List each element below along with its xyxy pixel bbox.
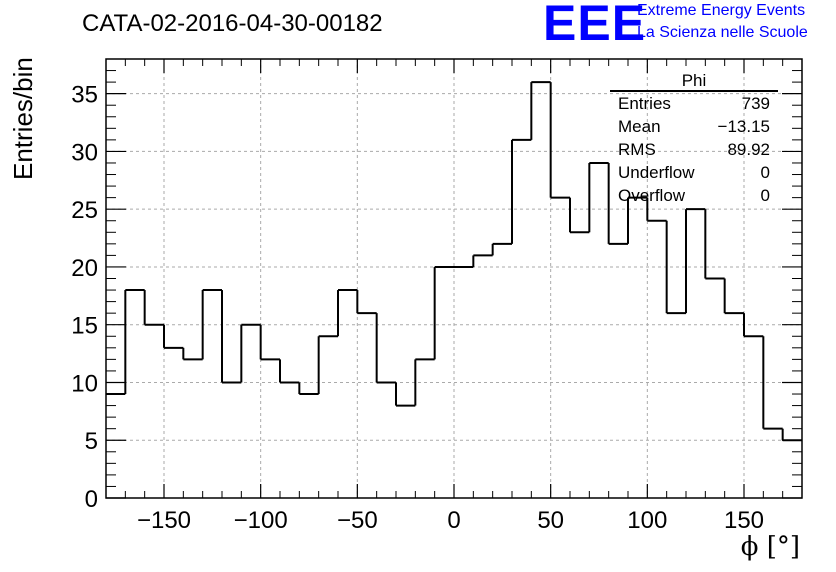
stats-title: Phi — [610, 72, 778, 92]
stats-box: Phi Entries 739 Mean −13.15 RMS 89.92 Un… — [610, 72, 778, 207]
x-tick-label: −100 — [234, 507, 288, 534]
eee-logo-line1: Extreme Energy Events — [637, 2, 806, 19]
stats-value: −13.15 — [717, 117, 770, 136]
stats-value: 0 — [760, 163, 770, 182]
stats-label: RMS — [618, 140, 656, 159]
y-tick-label: 15 — [71, 313, 98, 340]
x-tick-labels: −150 −100 −50 0 50 100 150 — [137, 507, 764, 534]
stats-row-rms: RMS 89.92 — [610, 138, 778, 161]
y-tick-label: 25 — [71, 197, 98, 224]
x-tick-label: 50 — [537, 507, 564, 534]
stats-row-underflow: Underflow 0 — [610, 161, 778, 184]
eee-logo-line2: La Scienza nelle Scuole — [637, 24, 808, 41]
y-tick-label: 0 — [85, 486, 98, 513]
x-axis-label: ϕ [°] — [740, 532, 800, 562]
x-tick-label: 0 — [447, 507, 460, 534]
stats-value: 739 — [741, 94, 770, 113]
stats-label: Mean — [618, 117, 661, 136]
plot-title: CATA-02-2016-04-30-00182 — [82, 10, 383, 37]
histogram-series — [106, 81, 802, 442]
stats-value: 89.92 — [727, 140, 770, 159]
stats-label: Overflow — [618, 186, 686, 205]
stats-row-mean: Mean −13.15 — [610, 115, 778, 138]
stats-row-overflow: Overflow 0 — [610, 184, 778, 207]
y-tick-label: 10 — [71, 370, 98, 397]
x-tick-label: −150 — [137, 507, 191, 534]
x-tick-label: 150 — [724, 507, 764, 534]
stats-row-entries: Entries 739 — [610, 92, 778, 115]
y-tick-labels: 0 5 10 15 20 25 30 35 — [71, 82, 98, 513]
eee-logo-mark: EEE — [543, 0, 647, 51]
y-axis-label: Entries/bin — [8, 57, 38, 180]
y-tick-label: 35 — [71, 82, 98, 109]
stats-label: Underflow — [618, 163, 695, 182]
stats-value: 0 — [760, 186, 770, 205]
y-tick-label: 20 — [71, 255, 98, 282]
y-tick-label: 5 — [85, 428, 98, 455]
x-tick-label: 100 — [627, 507, 667, 534]
y-tick-label: 30 — [71, 139, 98, 166]
axis-ticks — [105, 58, 803, 499]
stats-label: Entries — [618, 94, 671, 113]
x-tick-label: −50 — [337, 507, 378, 534]
